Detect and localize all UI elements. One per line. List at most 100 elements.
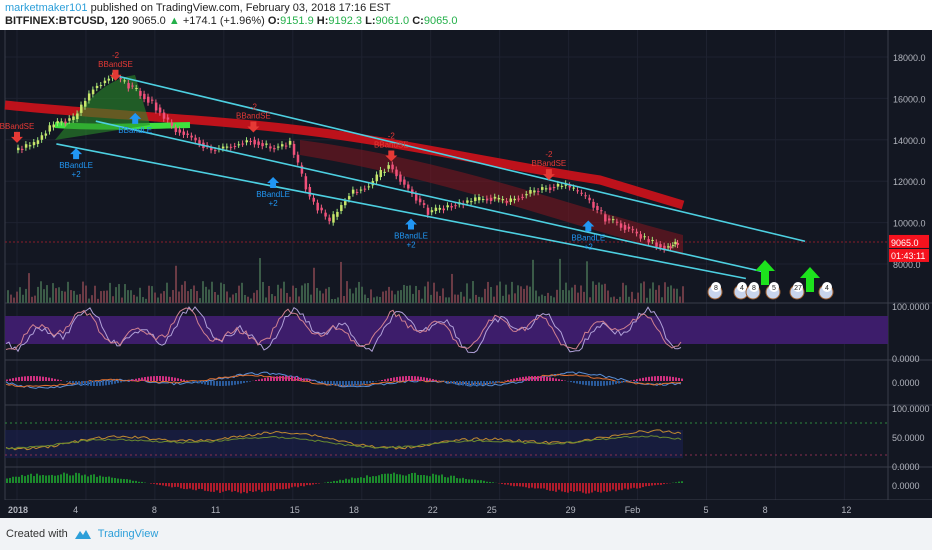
candle (123, 80, 126, 82)
volume-bar (568, 290, 570, 303)
macd-histogram-bar (210, 381, 212, 386)
volume-bar (214, 291, 216, 303)
signal-count: +2 (269, 199, 279, 208)
macd-histogram-bar (636, 379, 638, 381)
macd-histogram-bar (264, 378, 266, 381)
high-label: H: (316, 15, 329, 27)
histogram-bar (102, 476, 104, 483)
volume-bar (457, 294, 459, 303)
volume-bar (130, 290, 132, 303)
macd-histogram-bar (660, 376, 662, 381)
macd-histogram-bar (327, 381, 329, 384)
candle (241, 143, 245, 145)
last-price-label: 9065.0 (891, 238, 919, 248)
volume-bar (58, 287, 60, 303)
arrow-up-icon (267, 177, 280, 189)
volume-bar (448, 297, 450, 303)
volume-bar (307, 283, 309, 303)
volume-bar (121, 297, 123, 303)
macd-histogram-bar (153, 376, 155, 381)
tradingview-link[interactable]: TradingView (97, 528, 159, 540)
macd-histogram-bar (204, 381, 206, 385)
volume-bar (244, 294, 246, 303)
histogram-bar (492, 482, 494, 483)
candle (324, 212, 327, 217)
macd-histogram-bar (390, 377, 392, 381)
candle (154, 102, 158, 111)
volume-bar (628, 296, 630, 303)
candle (450, 206, 453, 208)
histogram-bar (174, 483, 176, 487)
histogram-bar (441, 474, 443, 483)
volume-bar (532, 259, 534, 303)
candle (489, 197, 493, 202)
chart-svg[interactable]: 18000.0 16000.0 14000.0 12000.0 10000.0 8000.… (0, 30, 932, 518)
macd-histogram-bar (642, 377, 644, 381)
volume-bar (589, 297, 591, 303)
histogram-bar (390, 473, 392, 483)
volume-bar (145, 298, 147, 303)
macd-histogram-bar (669, 376, 671, 381)
macd-histogram-bar (231, 381, 233, 386)
chart-canvas[interactable]: 18000.0 16000.0 14000.0 12000.0 10000.0 8000.… (0, 30, 932, 518)
event-count-badge (793, 282, 803, 292)
macd-histogram-bar (99, 381, 101, 386)
histogram-bar (288, 483, 290, 489)
macd-histogram-bar (198, 381, 200, 384)
author-link[interactable]: marketmaker101 (5, 2, 88, 14)
event-count: 8 (714, 285, 718, 292)
volume-bar (19, 287, 21, 303)
candle (249, 141, 252, 143)
macd-histogram-bar (90, 381, 92, 386)
candle (505, 201, 509, 203)
volume-bar (355, 287, 357, 303)
macd-histogram-bar (639, 378, 641, 381)
volume-bar (202, 281, 204, 303)
histogram-bar (411, 472, 413, 483)
candle (627, 226, 631, 229)
candle (375, 174, 379, 182)
macd-histogram-bar (174, 377, 176, 381)
macd-histogram-bar (549, 377, 551, 381)
histogram-bar (231, 483, 233, 492)
macd-histogram-bar (405, 376, 407, 381)
candle (20, 148, 24, 150)
volume-bar (109, 282, 111, 303)
histogram-bar (600, 483, 602, 493)
macd-histogram-bar (69, 381, 71, 383)
event-count: 5 (772, 285, 776, 292)
macd-histogram-bar (48, 377, 50, 381)
macd-histogram-bar (339, 381, 341, 386)
event-count: 4 (740, 285, 744, 292)
histogram-bar (84, 474, 86, 483)
macd-histogram-bar (168, 376, 170, 381)
volume-bar (223, 284, 225, 303)
volume-bar (334, 298, 336, 303)
volume-bar (217, 294, 219, 303)
candle (32, 142, 36, 146)
time-tick: 29 (566, 505, 576, 515)
candle (676, 243, 680, 245)
macd-histogram-bar (585, 381, 587, 386)
candle (623, 225, 627, 230)
candle (304, 176, 308, 190)
histogram-bar (375, 476, 377, 483)
volume-bar (196, 291, 198, 303)
volume-bar (538, 296, 540, 303)
time-tick: 18 (349, 505, 359, 515)
candle (340, 205, 343, 212)
volume-bar (139, 287, 141, 303)
histogram-bar (675, 482, 677, 483)
candle (347, 196, 351, 200)
macd-histogram-bar (42, 376, 44, 381)
histogram-bar (480, 480, 482, 483)
histogram-bar (654, 483, 656, 486)
histogram-bar (582, 483, 584, 493)
macd-histogram-bar (411, 376, 413, 381)
volume-bar (652, 282, 654, 303)
macd-histogram-bar (165, 376, 167, 381)
histogram-bar (105, 476, 107, 483)
candle (470, 201, 473, 203)
macd-histogram-bar (345, 381, 347, 386)
volume-bar (280, 288, 282, 303)
